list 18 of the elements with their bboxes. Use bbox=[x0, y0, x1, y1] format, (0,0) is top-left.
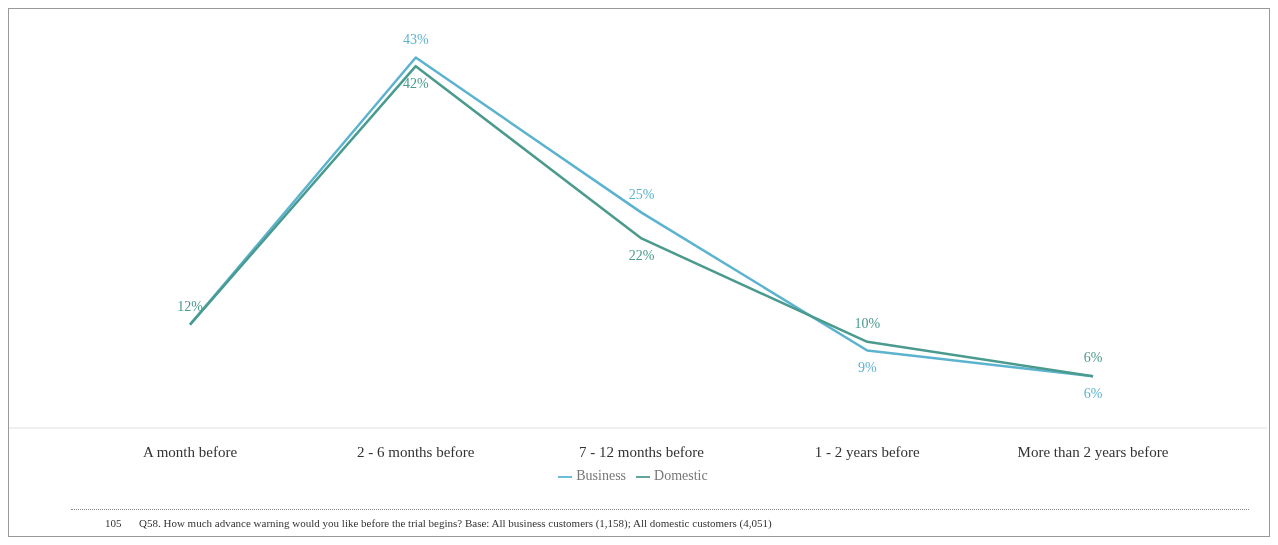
data-label: 10% bbox=[854, 315, 881, 331]
data-label: 6% bbox=[1083, 350, 1103, 366]
text: Q58. How much advance warning would you like before the trial begins? Base: All business customers (1,158); All domestic customers (4,051) bbox=[139, 517, 772, 529]
legend-label: Business bbox=[576, 468, 627, 483]
data-label: 22% bbox=[628, 248, 655, 264]
x-tick-label: More than 2 years before bbox=[1017, 443, 1169, 460]
legend-label: Domestic bbox=[654, 468, 708, 483]
x-tick-label: A month before bbox=[142, 443, 238, 460]
data-label: 42% bbox=[402, 76, 429, 92]
x-tick-label: 2 - 6 months before bbox=[357, 443, 475, 460]
text: 105 bbox=[105, 517, 122, 529]
x-tick-label: 7 - 12 months before bbox=[579, 443, 705, 460]
data-label: 43% bbox=[402, 31, 429, 47]
x-tick-label: 1 - 2 years before bbox=[814, 443, 921, 460]
data-label: 6% bbox=[1083, 386, 1103, 402]
data-label: 25% bbox=[628, 186, 655, 202]
data-label: 12% bbox=[177, 298, 204, 314]
data-label: 9% bbox=[857, 360, 877, 376]
